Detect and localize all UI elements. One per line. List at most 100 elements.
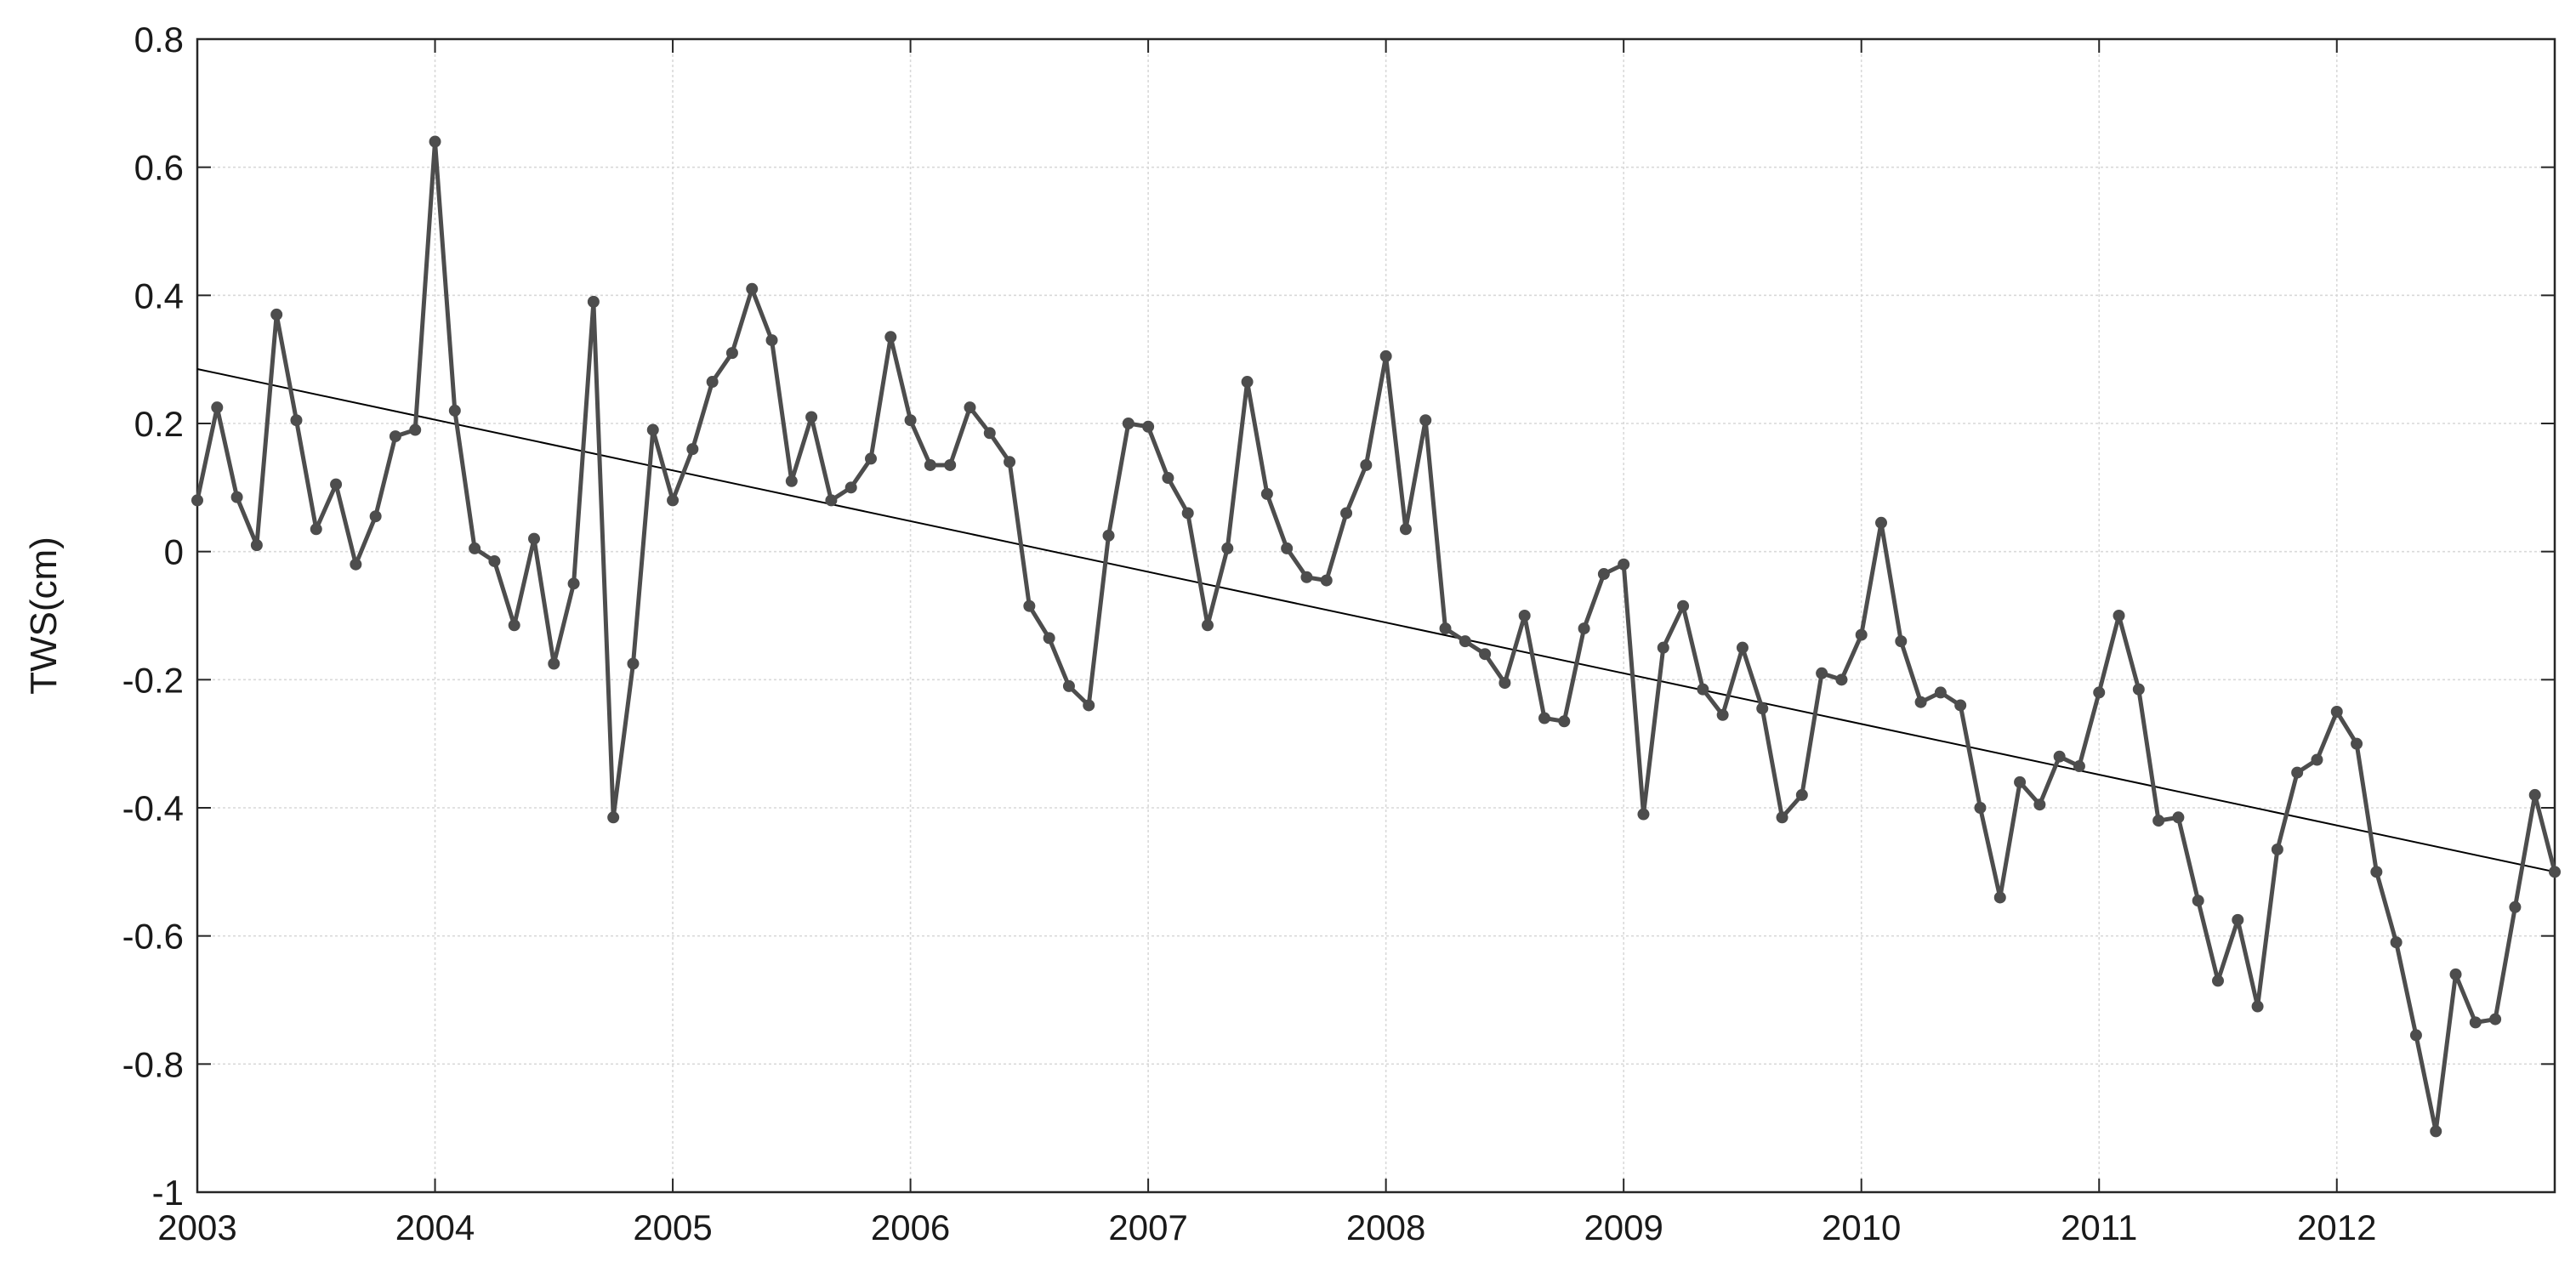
data-point	[1914, 696, 1927, 708]
y-tick-label: 0	[164, 532, 184, 572]
data-point	[2311, 753, 2323, 766]
x-tick-label: 2012	[2297, 1207, 2376, 1247]
data-point	[1181, 507, 1194, 520]
y-tick-label: 0.6	[134, 148, 184, 188]
data-point	[1102, 529, 1115, 542]
y-axis: 0.8 0.6 0.4 0.2 0 -0.2 -0.4 -0.6 -0.8 -1	[122, 20, 2555, 1213]
data-point	[1320, 574, 1333, 587]
data-point	[1816, 667, 1828, 679]
data-point	[290, 414, 303, 427]
data-point	[2053, 750, 2066, 763]
data-point	[686, 443, 699, 456]
data-point	[1637, 808, 1650, 821]
data-point	[1498, 677, 1511, 690]
y-axis-label: TWS(cm)	[23, 537, 65, 695]
data-point	[1974, 802, 1987, 814]
data-point	[389, 430, 401, 443]
data-point	[250, 539, 263, 552]
y-tick-label: -0.8	[122, 1044, 184, 1084]
data-point	[2172, 811, 2185, 824]
y-tick-label: 0.4	[134, 276, 184, 315]
data-point	[1479, 648, 1492, 661]
data-point	[528, 532, 540, 545]
data-point	[488, 554, 501, 567]
data-point	[1043, 632, 1055, 645]
data-point	[2152, 815, 2165, 827]
data-point	[865, 452, 877, 465]
data-point	[1954, 699, 1967, 712]
data-point	[1062, 679, 1075, 692]
data-point	[508, 619, 520, 632]
data-point	[1379, 349, 1392, 362]
data-point	[2430, 1125, 2442, 1138]
x-axis: 2003 2004 2005 2006 2007 2008 2009 2010 2011 2012	[157, 39, 2376, 1247]
x-tick-label: 2009	[1584, 1207, 1663, 1247]
data-point	[1459, 635, 1471, 648]
data-point	[1578, 622, 1590, 635]
x-tick-label: 2005	[633, 1207, 712, 1247]
data-point	[725, 347, 738, 360]
data-point	[2113, 610, 2125, 622]
data-point	[1716, 708, 1729, 721]
data-point	[548, 657, 560, 670]
data-point	[1776, 811, 1788, 824]
data-point	[1993, 891, 2006, 904]
data-point	[350, 558, 362, 571]
x-tick-label: 2008	[1346, 1207, 1425, 1247]
data-point	[1083, 699, 1095, 712]
data-point	[1875, 516, 1887, 529]
data-point	[1597, 568, 1610, 581]
data-point	[1241, 376, 1254, 389]
trend-line	[196, 367, 2556, 873]
data-point	[1736, 641, 1749, 654]
x-tick-label: 2004	[395, 1207, 475, 1247]
data-point	[429, 135, 441, 148]
y-tick-label: -0.6	[122, 917, 184, 957]
data-point	[1399, 523, 1412, 536]
data-point	[310, 523, 322, 536]
data-point	[1340, 507, 1353, 520]
data-series	[191, 135, 2561, 1138]
data-point	[1697, 683, 1709, 696]
data-point	[667, 494, 680, 507]
data-point	[884, 331, 897, 344]
data-point	[2093, 686, 2106, 699]
data-point	[567, 577, 580, 590]
data-point	[1360, 458, 1373, 471]
data-point	[765, 334, 778, 347]
data-point	[1142, 420, 1155, 433]
x-tick-label: 2010	[1822, 1207, 1901, 1247]
data-point	[1023, 599, 1036, 612]
data-point	[2014, 776, 2027, 788]
data-point	[646, 423, 659, 436]
y-tick-label: -1	[152, 1173, 184, 1213]
data-point	[2073, 760, 2085, 773]
data-point	[1439, 622, 1452, 635]
data-point	[1419, 414, 1432, 427]
data-point	[2192, 895, 2204, 907]
data-point	[844, 481, 857, 494]
data-point	[1677, 599, 1690, 612]
data-point	[211, 401, 224, 414]
data-point	[1004, 456, 1016, 469]
data-point	[2330, 706, 2343, 718]
data-point	[805, 411, 818, 423]
data-point	[1618, 558, 1630, 571]
data-point	[1795, 788, 1808, 801]
plot-area-frame	[196, 37, 2556, 1194]
data-point	[2449, 968, 2462, 980]
data-point	[2351, 737, 2363, 750]
data-point	[2132, 683, 2145, 696]
data-point	[1281, 542, 1294, 554]
data-point	[2528, 788, 2541, 801]
data-point	[2370, 866, 2383, 878]
data-point	[2291, 766, 2304, 779]
data-point	[1518, 610, 1531, 622]
data-point	[2549, 866, 2561, 878]
data-point	[1756, 702, 1769, 715]
y-tick-label: 0.2	[134, 404, 184, 444]
grid-lines	[197, 39, 2555, 1192]
x-tick-label: 2007	[1108, 1207, 1187, 1247]
data-point	[587, 295, 600, 308]
data-point	[369, 510, 382, 523]
